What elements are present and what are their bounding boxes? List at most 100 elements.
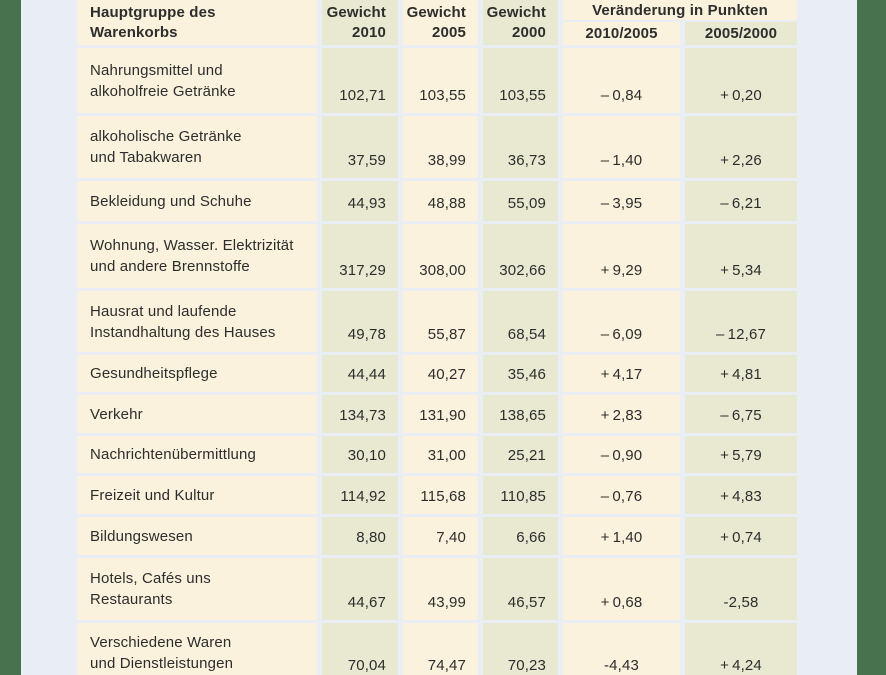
cell-value: + 0,74 (720, 529, 762, 546)
cell-value: 55,09 (507, 195, 546, 212)
cell-g2005: 43,99 (403, 558, 478, 620)
cell-g2010: 114,92 (322, 476, 398, 514)
cell-ch1: -4,43 (563, 623, 680, 675)
cell-g2010: 30,10 (322, 436, 398, 473)
row-label: alkoholische Getränke und Tabakwaren (77, 116, 317, 178)
cell-g2005: 115,68 (403, 476, 478, 514)
cell-ch2: -2,58 (685, 558, 797, 620)
cell-value: 131,90 (419, 407, 466, 424)
cell-g2010: 44,44 (322, 355, 398, 392)
header-text: 2010 (352, 24, 386, 41)
table-row: Hotels, Cafés uns Restaurants 44,67 43,99 46… (77, 558, 797, 620)
row-label-line: Verkehr (90, 405, 143, 423)
header-label-col: Hauptgruppe des Warenkorbs (77, 0, 317, 45)
header-text: Gewicht (486, 4, 546, 21)
cell-value: 302,66 (499, 262, 546, 279)
cell-g2000: 103,55 (483, 48, 558, 113)
cell-value: 40,27 (427, 366, 466, 383)
cell-value: – 0,76 (600, 488, 643, 505)
cell-value: 114,92 (340, 488, 386, 505)
cell-g2000: 46,57 (483, 558, 558, 620)
header-text: 2005 (432, 24, 466, 41)
row-label-line: Instandhaltung des Hauses (90, 323, 276, 341)
row-label-line: Bildungswesen (90, 527, 193, 545)
cell-value: + 4,17 (600, 366, 643, 383)
cell-value: 103,55 (499, 87, 546, 104)
cell-g2010: 44,93 (322, 181, 398, 221)
row-label-line: und Dienstleistungen (90, 655, 234, 672)
row-label: Nachrichtenübermittlung (77, 436, 317, 473)
cell-g2010: 8,80 (322, 517, 398, 555)
table-header: Hauptgruppe des Warenkorbs Gewicht 2010 … (77, 0, 797, 45)
cell-value: + 2,83 (600, 407, 643, 424)
row-label-line: Hausrat und laufende (90, 302, 237, 320)
table-row: Gesundheitspflege 44,44 40,27 35,46 + 4,17 + … (77, 355, 797, 392)
cell-value: + 0,20 (720, 87, 762, 104)
cell-value: 308,00 (419, 262, 466, 279)
cell-g2010: 134,73 (322, 395, 398, 433)
cell-value: 35,46 (507, 366, 546, 383)
cell-value: 44,93 (347, 195, 386, 212)
header-gewicht-2005: Gewicht 2005 (403, 0, 478, 45)
cell-value: 25,21 (507, 447, 546, 464)
header-gewicht-2000: Gewicht 2000 (483, 0, 558, 45)
row-label-line: alkoholfreie Getränke (90, 82, 236, 100)
cell-g2000: 302,66 (483, 224, 558, 288)
cell-value: 110,85 (500, 488, 546, 505)
cell-g2005: 7,40 (403, 517, 478, 555)
cell-ch2: + 2,26 (685, 116, 797, 178)
cell-g2005: 74,47 (403, 623, 478, 675)
cell-g2010: 102,71 (322, 48, 398, 113)
cell-value: + 4,83 (720, 488, 762, 505)
cell-value: + 2,26 (720, 152, 762, 169)
table-body: Nahrungsmittel und alkoholfreie Getränke 1… (77, 48, 797, 675)
cell-g2005: 40,27 (403, 355, 478, 392)
row-label: Wohnung, Wasser. Elektrizität und andere … (77, 224, 317, 288)
row-label-line: Bekleidung und Schuhe (90, 192, 252, 210)
header-change-2005-2000: 2005/2000 (685, 22, 797, 45)
cell-value: + 4,24 (720, 657, 762, 674)
cell-ch2: + 0,74 (685, 517, 797, 555)
cell-value: 49,78 (347, 326, 386, 343)
cell-ch1: + 1,40 (563, 517, 680, 555)
header-change-group: Veränderung in Punkten 2010/2005 2005/20… (563, 0, 797, 45)
cell-ch1: + 2,83 (563, 395, 680, 433)
row-label-line: Gesundheitspflege (90, 365, 218, 382)
row-label-line: und Tabakwaren (90, 149, 202, 166)
cell-g2010: 317,29 (322, 224, 398, 288)
cell-value: 138,65 (499, 407, 546, 424)
cell-g2005: 48,88 (403, 181, 478, 221)
cell-value: 70,23 (507, 657, 546, 674)
table-row: Hausrat und laufende Instandhaltung des H… (77, 291, 797, 352)
cell-g2005: 55,87 (403, 291, 478, 352)
cell-value: – 6,09 (600, 326, 643, 343)
cell-g2010: 44,67 (322, 558, 398, 620)
cell-value: -4,43 (604, 657, 639, 674)
cell-value: – 0,90 (600, 447, 643, 464)
cell-ch1: + 4,17 (563, 355, 680, 392)
cell-value: + 1,40 (600, 529, 643, 546)
cell-ch2: + 5,79 (685, 436, 797, 473)
cell-ch2: + 4,81 (685, 355, 797, 392)
cell-value: – 0,84 (600, 87, 643, 104)
table-row: Wohnung, Wasser. Elektrizität und andere … (77, 224, 797, 288)
cell-value: 103,55 (419, 87, 466, 104)
cell-g2000: 55,09 (483, 181, 558, 221)
row-label: Hotels, Cafés uns Restaurants (77, 558, 317, 620)
cell-value: 70,04 (347, 657, 386, 674)
cell-ch1: + 9,29 (563, 224, 680, 288)
cell-value: 43,99 (427, 594, 466, 611)
cell-value: 102,71 (339, 87, 386, 104)
cell-value: 38,99 (427, 152, 466, 169)
header-change-subcols: 2010/2005 2005/2000 (563, 22, 797, 45)
cell-value: 44,44 (347, 366, 386, 383)
cell-value: 48,88 (427, 195, 466, 212)
cell-value: 55,87 (427, 326, 466, 343)
table-row: Bildungswesen 8,80 7,40 6,66 + 1,40 + 0,74 (77, 517, 797, 555)
cell-g2000: 36,73 (483, 116, 558, 178)
cell-g2000: 70,23 (483, 623, 558, 675)
cell-value: 8,80 (356, 529, 386, 546)
header-label-line1: Hauptgruppe des (90, 4, 216, 21)
cell-g2005: 38,99 (403, 116, 478, 178)
